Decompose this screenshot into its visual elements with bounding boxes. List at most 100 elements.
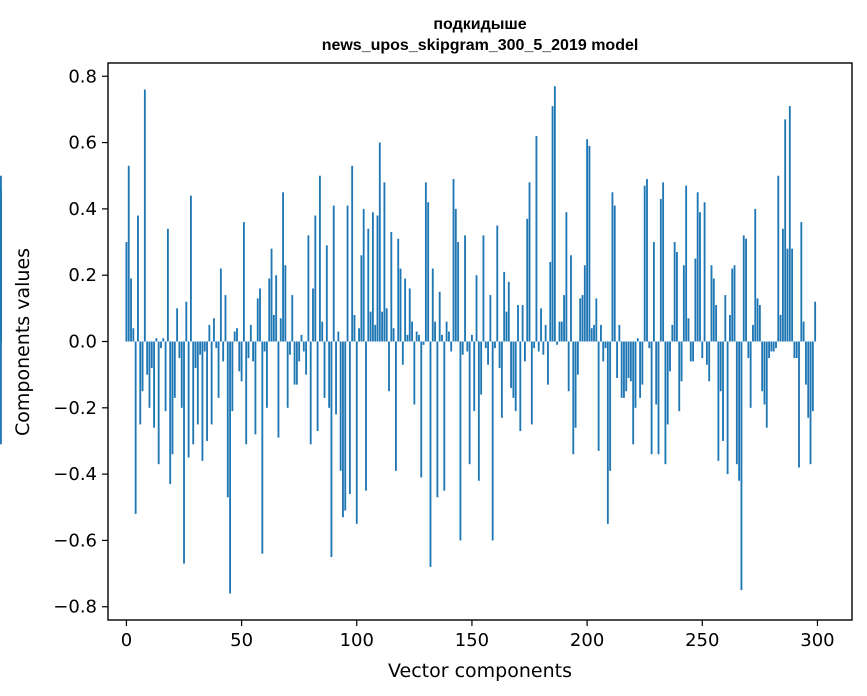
y-tick-label: −0.8 bbox=[53, 597, 97, 618]
bar-undefined bbox=[0, 188, 2, 342]
bar-293 bbox=[800, 222, 803, 342]
bar-113 bbox=[385, 308, 388, 342]
bar-272 bbox=[752, 324, 754, 342]
bar-76 bbox=[300, 334, 303, 342]
bar-43 bbox=[224, 295, 227, 342]
bar-45 bbox=[229, 341, 231, 594]
bar-255 bbox=[712, 278, 715, 342]
bar-145 bbox=[459, 341, 462, 541]
bar-178 bbox=[535, 135, 538, 342]
x-tick-label: 200 bbox=[570, 630, 604, 651]
bar-101 bbox=[358, 328, 360, 342]
bar-144 bbox=[457, 242, 460, 342]
y-tick-label: −0.4 bbox=[53, 464, 97, 485]
bar-201 bbox=[588, 145, 591, 342]
bar-121 bbox=[404, 278, 407, 342]
x-tick-label: 50 bbox=[230, 630, 253, 651]
bar-84 bbox=[318, 175, 321, 342]
bar-1 bbox=[127, 165, 130, 342]
bar-135 bbox=[436, 341, 439, 498]
bar-74 bbox=[295, 341, 298, 385]
bar-217 bbox=[625, 341, 628, 392]
bar-undefined bbox=[0, 341, 2, 445]
bar-278 bbox=[765, 341, 768, 428]
bar-289 bbox=[791, 248, 794, 342]
bar-223 bbox=[639, 341, 642, 398]
bar-62 bbox=[268, 278, 271, 342]
bar-291 bbox=[795, 341, 798, 359]
bar-170 bbox=[517, 305, 519, 342]
bar-277 bbox=[763, 341, 766, 405]
y-axis-ticks: −0.8 −0.6 −0.4 −0.2 0.0 0.2 0.4 0.6 0.8 bbox=[53, 66, 108, 618]
bar-108 bbox=[374, 324, 377, 342]
bar-296 bbox=[807, 341, 810, 418]
bar-153 bbox=[477, 341, 480, 481]
bar-60 bbox=[263, 341, 266, 352]
bar-154 bbox=[480, 341, 483, 395]
bar-110 bbox=[378, 142, 381, 342]
bar-242 bbox=[682, 265, 685, 342]
bar-53 bbox=[247, 341, 250, 359]
bar-137 bbox=[441, 334, 443, 342]
bar-290 bbox=[793, 341, 796, 359]
bar-275 bbox=[758, 305, 761, 342]
bar-194 bbox=[572, 341, 575, 455]
bar-85 bbox=[321, 321, 324, 342]
bar-20 bbox=[171, 341, 174, 455]
bar-218 bbox=[627, 341, 630, 378]
bar-227 bbox=[648, 341, 651, 349]
bar-94 bbox=[342, 341, 344, 518]
bar-175 bbox=[528, 182, 531, 342]
bar-70 bbox=[286, 341, 289, 408]
bar-158 bbox=[489, 295, 492, 342]
bar-142 bbox=[452, 179, 455, 342]
bar-210 bbox=[609, 341, 612, 471]
bar-219 bbox=[629, 341, 632, 382]
bar-50 bbox=[240, 341, 243, 382]
bar-224 bbox=[641, 341, 644, 385]
bar-191 bbox=[565, 212, 568, 342]
bar-241 bbox=[680, 341, 683, 382]
bar-190 bbox=[563, 295, 565, 342]
bar-19 bbox=[169, 341, 172, 485]
bar-209 bbox=[606, 341, 609, 524]
bar-118 bbox=[397, 238, 400, 342]
bar-130 bbox=[424, 182, 427, 342]
bar-193 bbox=[570, 255, 572, 342]
bar-250 bbox=[701, 341, 704, 359]
bar-271 bbox=[749, 341, 752, 408]
bar-208 bbox=[604, 341, 607, 349]
bar-198 bbox=[581, 295, 584, 342]
bar-222 bbox=[636, 338, 639, 342]
bar-249 bbox=[699, 212, 701, 342]
bar-41 bbox=[219, 268, 222, 342]
bar-116 bbox=[392, 328, 395, 342]
plot-area-frame bbox=[107, 62, 853, 621]
bar-150 bbox=[471, 334, 473, 342]
bar-11 bbox=[150, 341, 153, 369]
bar-125 bbox=[413, 341, 416, 405]
bar-220 bbox=[632, 341, 635, 445]
bar-90 bbox=[332, 205, 335, 342]
bar-192 bbox=[567, 341, 570, 392]
bar-42 bbox=[222, 341, 225, 362]
bar-71 bbox=[289, 341, 291, 355]
bar-151 bbox=[473, 341, 476, 412]
bar-166 bbox=[507, 281, 510, 342]
y-tick-label: 0.0 bbox=[68, 332, 97, 353]
bar-series bbox=[0, 86, 817, 594]
bar-280 bbox=[770, 341, 773, 352]
bar-214 bbox=[618, 324, 621, 342]
bar-34 bbox=[203, 341, 206, 352]
bar-12 bbox=[153, 341, 155, 428]
bar-3 bbox=[132, 328, 135, 342]
bar-65 bbox=[275, 275, 278, 342]
bar-126 bbox=[415, 331, 418, 342]
bar-104 bbox=[365, 341, 367, 491]
bar-103 bbox=[362, 208, 365, 342]
bar-221 bbox=[634, 341, 637, 408]
bar-282 bbox=[775, 341, 777, 349]
bar-206 bbox=[600, 324, 602, 342]
bar-252 bbox=[705, 341, 708, 365]
bar-136 bbox=[438, 291, 441, 342]
